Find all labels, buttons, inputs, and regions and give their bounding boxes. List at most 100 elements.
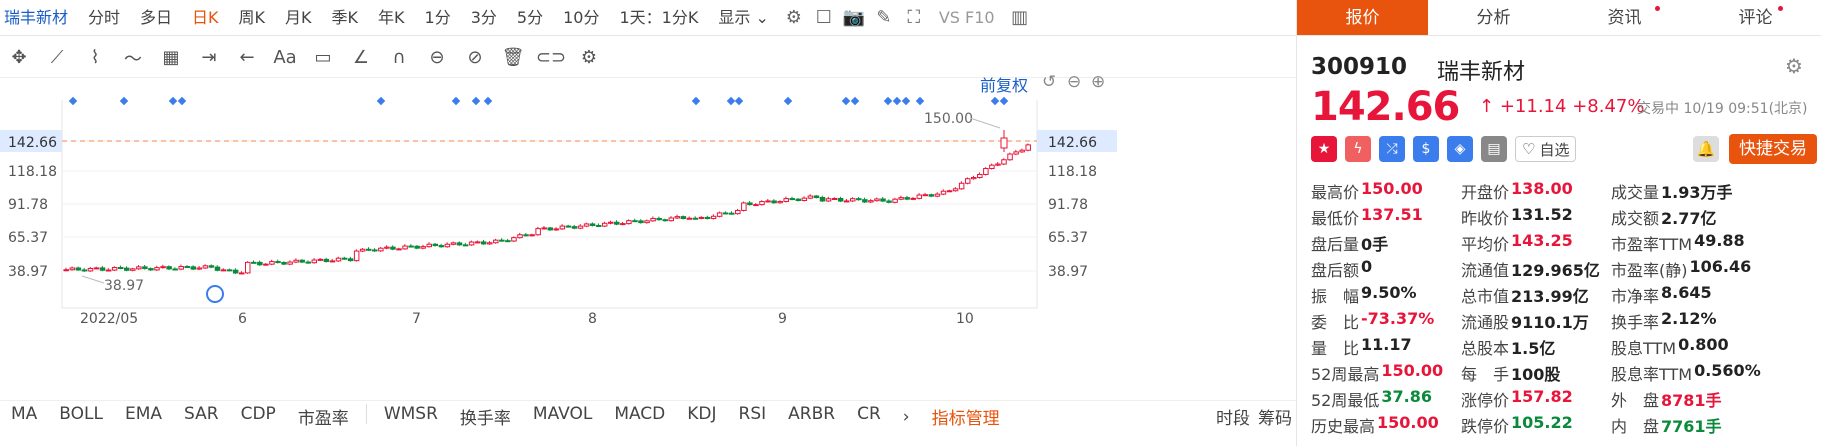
period-tab-6[interactable]: 年K: [378, 7, 405, 27]
period-button[interactable]: 时段: [1216, 409, 1250, 429]
period-tab-2[interactable]: 日K: [192, 7, 219, 27]
candle-body: [553, 228, 560, 231]
candle-body: [299, 259, 305, 263]
candle-body: [722, 212, 729, 215]
candlestick-chart[interactable]: 142.66 142.66 118.18 118.18 91.78 91.78 65.37 6…: [0, 72, 1296, 368]
fib-tool-icon[interactable]: ▦: [162, 47, 180, 68]
indicator-more-icon[interactable]: ›: [902, 406, 910, 427]
candle-body: [589, 223, 596, 226]
period-tab-0[interactable]: 分时: [88, 7, 121, 27]
indicator-9[interactable]: MACD: [614, 404, 666, 424]
period-tab-8[interactable]: 3分: [470, 7, 497, 27]
china-flag-icon[interactable]: ★: [1311, 136, 1337, 162]
quick-trade-button[interactable]: 快捷交易: [1729, 134, 1817, 164]
low-annotation: 38.97: [104, 278, 144, 294]
reset-icon[interactable]: ↺: [1042, 72, 1057, 92]
quote-settings-icon[interactable]: ⚙: [1785, 54, 1803, 78]
vs-f10-button[interactable]: VS F10: [938, 7, 995, 27]
sidebar-toggle-icon[interactable]: ▥: [1011, 7, 1029, 28]
bookmark-icon[interactable]: ▤: [1481, 136, 1507, 162]
indicator-4[interactable]: CDP: [240, 404, 276, 424]
candle-body: [275, 261, 281, 264]
period-tab-3[interactable]: 周K: [238, 7, 266, 27]
magnet-icon[interactable]: ∩: [392, 47, 406, 68]
y-tick-label-left: 91.78: [8, 197, 48, 213]
arrow-tool-icon[interactable]: ←: [239, 47, 255, 68]
polyline-tool-icon[interactable]: ⌇: [90, 47, 100, 68]
stat-cell: 盘后额 0: [1311, 257, 1461, 281]
candle-body: [837, 198, 844, 202]
dollar-icon[interactable]: $: [1413, 136, 1439, 162]
indicator-1[interactable]: BOLL: [59, 404, 103, 424]
candle-body: [868, 200, 874, 203]
ruler-icon[interactable]: ∠: [352, 47, 370, 68]
measure-tool-icon[interactable]: ⇥: [201, 47, 217, 68]
candle-body: [378, 247, 384, 252]
indicator-13[interactable]: CR: [857, 404, 881, 424]
tool-settings-icon[interactable]: ⚙: [580, 47, 598, 68]
settings-icon[interactable]: ⚙: [785, 7, 802, 28]
tab-quote[interactable]: 报价: [1297, 0, 1428, 35]
period-tab-1[interactable]: 多日: [140, 7, 173, 27]
indicator-2[interactable]: EMA: [124, 404, 163, 424]
zoom-out-icon[interactable]: ⊖: [1067, 72, 1082, 92]
move-icon[interactable]: ✥: [11, 47, 27, 68]
flash-icon[interactable]: ϟ: [1345, 136, 1371, 162]
display-dropdown[interactable]: 显示 ⌄: [718, 7, 769, 27]
indicator-7[interactable]: 换手率: [459, 409, 511, 429]
period-tab-5[interactable]: 季K: [331, 7, 359, 27]
comment-tool-icon[interactable]: ▭: [314, 47, 332, 68]
event-marker-icon: [726, 96, 736, 106]
zoom-in-icon[interactable]: ⊕: [1091, 72, 1106, 92]
color-box-icon[interactable]: ☐: [815, 7, 832, 28]
shuffle-icon[interactable]: ⤮: [1379, 136, 1405, 162]
indicator-12[interactable]: ARBR: [788, 404, 836, 424]
hide-tool-icon[interactable]: ⊘: [467, 47, 483, 68]
tag-icon[interactable]: ◈: [1447, 136, 1473, 162]
add-watchlist-button[interactable]: ♡ 自选: [1515, 136, 1577, 162]
delete-icon[interactable]: 🗑: [501, 47, 525, 68]
indicator-3[interactable]: SAR: [184, 404, 219, 424]
candle-body: [196, 267, 203, 270]
fullscreen-icon[interactable]: ⛶: [907, 7, 921, 28]
indicator-5[interactable]: 市盈率: [297, 409, 349, 429]
candle-body: [505, 240, 511, 243]
indicator-11[interactable]: RSI: [738, 404, 767, 424]
candle-body: [571, 226, 578, 229]
candle-body: [971, 177, 977, 180]
chips-button[interactable]: 筹码: [1258, 409, 1292, 429]
stat-value: -73.37%: [1361, 309, 1435, 328]
stat-label: 总股本: [1461, 339, 1510, 358]
adjust-mode-link[interactable]: 前复权: [980, 76, 1029, 95]
indicator-0[interactable]: MA: [11, 404, 38, 424]
last-price: 142.66: [1311, 84, 1460, 130]
stat-label: 跌停价: [1461, 417, 1510, 436]
candle-body: [626, 220, 632, 225]
wave-tool-icon[interactable]: 〜: [124, 48, 142, 70]
indicator-8[interactable]: MAVOL: [532, 404, 593, 424]
period-tab-4[interactable]: 月K: [285, 7, 312, 27]
link-icon[interactable]: ⊂⊃: [535, 47, 567, 68]
period-tab-7[interactable]: 1分: [424, 7, 451, 27]
line-tool-icon[interactable]: ⟋: [50, 47, 64, 68]
stock-name-tab[interactable]: 瑞丰新材: [4, 7, 69, 27]
candle-body: [238, 272, 245, 275]
period-tab-11[interactable]: 1天：1分K: [619, 7, 699, 27]
indicator-6[interactable]: WMSR: [383, 404, 438, 424]
alert-bell-icon[interactable]: 🔔: [1693, 136, 1719, 162]
lock-tool-icon[interactable]: ⊖: [429, 47, 445, 68]
camera-icon[interactable]: 📷: [842, 7, 866, 28]
tab-analysis[interactable]: 分析: [1476, 8, 1511, 28]
period-tab-9[interactable]: 5分: [516, 7, 544, 27]
indicator-manage-button[interactable]: 指标管理: [931, 409, 1000, 429]
event-marker-icon: [376, 96, 386, 106]
tab-comments[interactable]: 评论: [1690, 0, 1821, 35]
tab-news[interactable]: 资讯: [1559, 0, 1690, 35]
pencil-icon[interactable]: ✎: [876, 7, 892, 28]
text-tool-icon[interactable]: Aa: [273, 47, 297, 68]
period-tab-10[interactable]: 10分: [563, 7, 600, 27]
indicator-10[interactable]: KDJ: [687, 404, 717, 424]
candle-body: [75, 267, 82, 271]
candle-body: [160, 266, 166, 269]
stat-cell: 开盘价 138.00: [1461, 179, 1611, 203]
